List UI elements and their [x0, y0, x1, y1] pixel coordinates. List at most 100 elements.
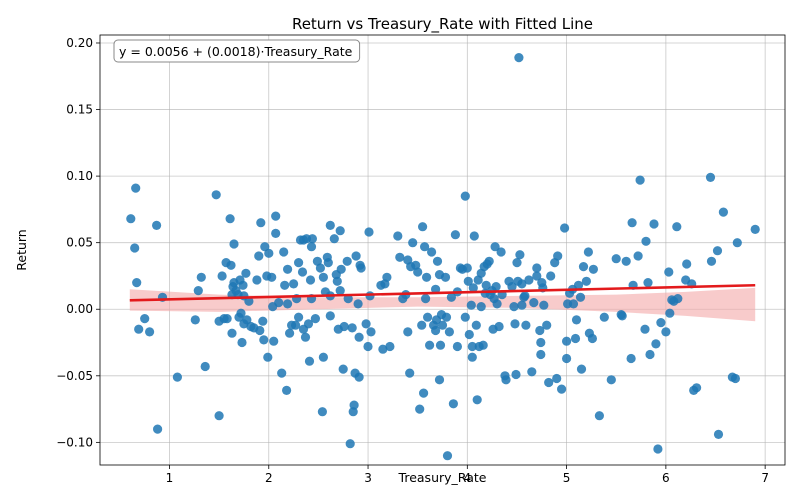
data-point — [131, 183, 141, 193]
data-point — [581, 276, 592, 286]
data-point — [271, 228, 281, 238]
data-point — [446, 292, 456, 302]
data-point — [282, 385, 292, 395]
data-point — [425, 340, 435, 350]
plot-frame — [99, 34, 786, 466]
data-point — [512, 258, 522, 268]
data-point — [617, 311, 627, 321]
data-point — [303, 319, 314, 329]
data-point — [573, 280, 584, 290]
data-point — [673, 294, 683, 304]
data-point — [656, 318, 666, 328]
data-point — [318, 272, 328, 282]
data-point — [140, 314, 150, 324]
data-point — [706, 256, 717, 266]
data-point — [244, 296, 254, 306]
data-point — [361, 319, 371, 329]
data-point — [307, 234, 317, 244]
data-point — [200, 361, 210, 372]
data-point — [524, 275, 534, 285]
data-point — [468, 283, 478, 293]
data-point — [462, 263, 472, 273]
data-point — [190, 315, 200, 325]
data-point — [529, 298, 539, 308]
data-point — [645, 349, 655, 360]
data-point — [450, 230, 460, 240]
data-point — [351, 251, 361, 261]
data-point — [481, 280, 491, 290]
data-point — [511, 369, 521, 380]
data-point — [472, 395, 482, 405]
data-point — [705, 172, 716, 182]
x-tick-label: 2 — [265, 471, 273, 485]
data-point — [345, 439, 355, 449]
data-point — [317, 407, 327, 417]
data-point — [364, 227, 374, 237]
data-point — [640, 324, 650, 334]
data-point — [403, 327, 413, 337]
data-point — [354, 372, 364, 382]
data-point — [442, 451, 453, 461]
data-point — [510, 319, 520, 329]
data-point — [467, 341, 477, 352]
data-point — [260, 242, 270, 252]
data-point — [271, 211, 281, 221]
data-point — [335, 286, 345, 296]
data-point — [335, 226, 345, 236]
data-point — [134, 324, 144, 334]
data-point — [432, 256, 443, 266]
y-tick-label: 0.15 — [66, 103, 93, 117]
data-point — [494, 321, 504, 332]
data-point — [274, 298, 284, 308]
data-point — [562, 336, 572, 346]
data-point — [258, 316, 268, 326]
data-point — [214, 411, 224, 421]
data-point — [712, 246, 723, 256]
data-point — [431, 325, 441, 336]
data-point — [560, 223, 570, 233]
data-points — [126, 53, 760, 461]
data-point — [469, 231, 479, 241]
data-point — [227, 328, 237, 338]
data-point — [557, 384, 567, 394]
data-point — [730, 373, 741, 384]
y-tick-label: 0.00 — [66, 302, 93, 316]
data-point — [611, 254, 621, 264]
data-point — [304, 356, 315, 366]
x-axis-ticks: 1 2 3 4 5 6 7 — [166, 465, 769, 485]
data-point — [463, 276, 473, 286]
data-point — [539, 300, 549, 310]
data-point — [382, 272, 392, 282]
data-point — [576, 364, 587, 374]
fitted-line-layer — [129, 283, 756, 302]
data-point — [568, 299, 579, 309]
data-point — [126, 214, 136, 224]
data-point — [535, 325, 545, 336]
data-point — [323, 258, 333, 268]
data-point — [571, 315, 582, 325]
data-point — [363, 341, 373, 352]
data-point — [527, 367, 537, 377]
data-point — [575, 292, 586, 302]
data-point — [431, 284, 441, 294]
data-point — [172, 372, 182, 382]
data-point — [336, 264, 346, 274]
data-point — [256, 218, 266, 228]
data-point — [514, 53, 524, 63]
data-point — [132, 278, 142, 288]
data-point — [553, 251, 563, 261]
data-point — [606, 375, 616, 385]
data-point — [546, 271, 556, 281]
data-point — [153, 424, 163, 434]
fit-equation-label: y = 0.0056 + (0.0018)·Treasury_Rate — [119, 44, 353, 59]
grid-lines — [100, 35, 785, 465]
data-point — [532, 263, 542, 273]
data-point — [448, 399, 458, 409]
data-point — [641, 236, 651, 246]
data-point — [587, 333, 598, 344]
data-point — [435, 340, 446, 350]
data-point — [417, 320, 427, 330]
y-tick-label: −0.10 — [56, 435, 93, 449]
data-point — [291, 320, 301, 330]
